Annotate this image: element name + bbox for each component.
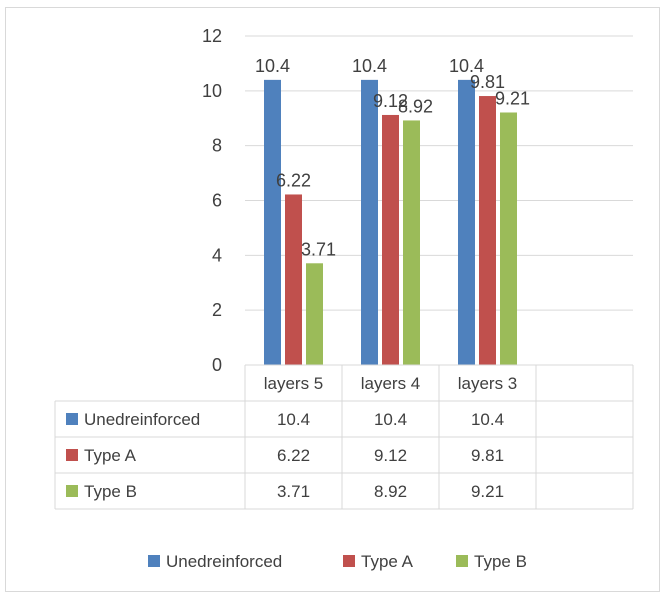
data-label: 10.4 (449, 56, 484, 76)
chart-frame (5, 7, 660, 592)
bar (264, 79, 281, 365)
table-legend-key (66, 485, 78, 497)
table-cell: 10.4 (374, 410, 407, 429)
data-label: 9.21 (495, 88, 530, 108)
data-label: 3.71 (301, 239, 336, 259)
legend-label: Unedreinforced (166, 552, 282, 571)
data-label: 10.4 (255, 56, 290, 76)
bar (382, 114, 399, 366)
y-tick-label: 12 (202, 26, 222, 46)
x-tick-label: layers 4 (361, 374, 421, 393)
legend-key (148, 555, 160, 567)
bar (306, 263, 323, 365)
data-label: 8.92 (398, 96, 433, 116)
bar (479, 96, 496, 365)
table-cell: 9.81 (471, 446, 504, 465)
table-cell: 9.21 (471, 482, 504, 501)
table-cell: 10.4 (471, 410, 504, 429)
bar (361, 79, 378, 365)
bar (403, 120, 420, 366)
y-tick-label: 10 (202, 81, 222, 101)
data-label: 9.81 (470, 72, 505, 92)
table-cell: 6.22 (277, 446, 310, 465)
bar (458, 79, 475, 365)
y-tick-label: 4 (212, 245, 222, 265)
x-tick-label: layers 5 (264, 374, 324, 393)
y-tick-label: 6 (212, 191, 222, 211)
x-tick-label: layers 3 (458, 374, 518, 393)
table-cell: 9.12 (374, 446, 407, 465)
data-label: 10.4 (352, 56, 387, 76)
legend-label: Type A (361, 552, 414, 571)
table-row-label: Unedreinforced (84, 410, 200, 429)
legend-label: Type B (474, 552, 527, 571)
data-label: 6.22 (276, 170, 311, 190)
bar (500, 112, 517, 366)
table-cell: 3.71 (277, 482, 310, 501)
table-row-label: Type A (84, 446, 137, 465)
table-legend-key (66, 449, 78, 461)
legend-key (343, 555, 355, 567)
data-label: 9.12 (373, 91, 408, 111)
table-cell: 8.92 (374, 482, 407, 501)
bar (285, 194, 302, 365)
table-legend-key (66, 413, 78, 425)
table-cell: 10.4 (277, 410, 310, 429)
y-tick-label: 0 (212, 355, 222, 375)
table-row-label: Type B (84, 482, 137, 501)
y-tick-label: 2 (212, 300, 222, 320)
y-tick-label: 8 (212, 136, 222, 156)
legend-key (456, 555, 468, 567)
